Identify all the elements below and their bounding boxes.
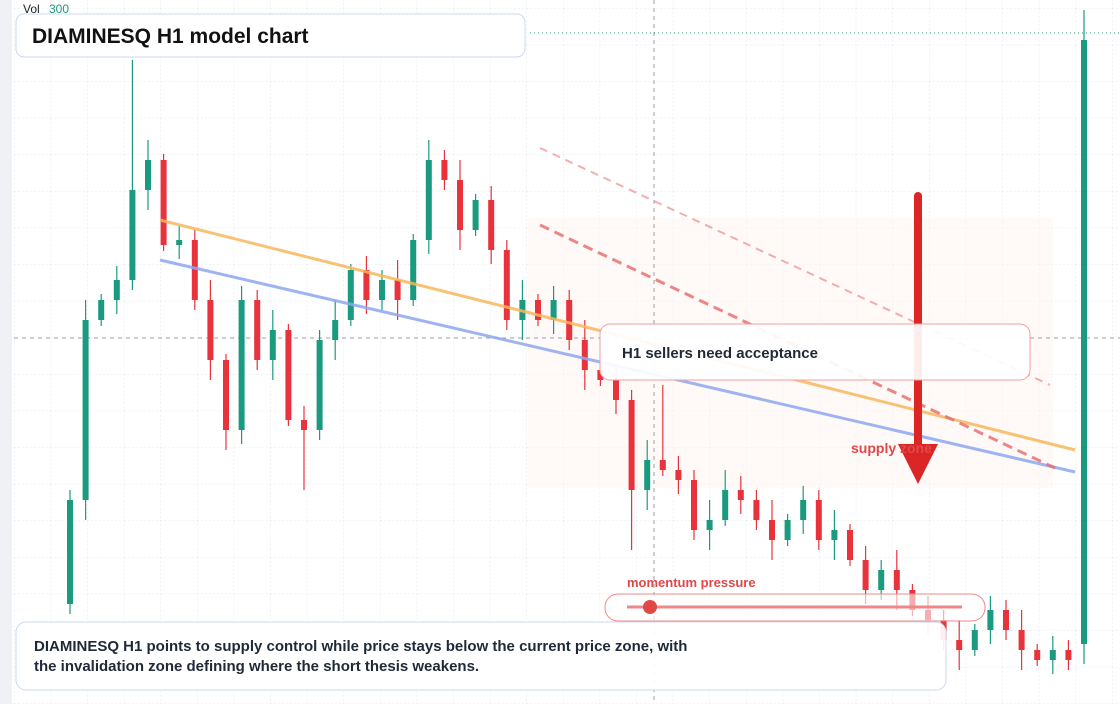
candle-body	[379, 280, 385, 300]
annotation-box	[599, 323, 1031, 381]
candle-body	[971, 630, 978, 650]
candle-body	[800, 500, 807, 520]
candle-body	[659, 460, 666, 470]
candle-body	[1081, 40, 1087, 644]
candle-body	[784, 520, 791, 540]
candle-body	[410, 240, 417, 300]
candle-body	[1049, 650, 1056, 660]
candle-body	[363, 270, 370, 300]
candle-body	[176, 240, 183, 245]
volume-value: 300	[49, 2, 69, 16]
candle-body	[457, 180, 463, 230]
candle-body	[581, 340, 588, 370]
volume-label: Vol	[23, 2, 40, 16]
candle-body	[644, 460, 651, 490]
candle-body	[862, 560, 869, 590]
candle-body	[129, 190, 136, 280]
arrow-head	[898, 444, 938, 484]
candle-body	[613, 380, 619, 400]
candle-body	[737, 490, 744, 500]
candle-body	[1065, 650, 1072, 660]
candle-body	[503, 250, 510, 320]
candle-body	[472, 200, 479, 230]
summary-wrap: DIAMINESQ H1 points to supply control wh…	[34, 638, 688, 675]
summary-box	[15, 621, 947, 691]
candle-body	[1034, 650, 1041, 660]
candle-body	[238, 300, 245, 430]
candle-body	[1003, 610, 1009, 630]
candle-body	[441, 160, 448, 180]
candle-body	[535, 300, 541, 320]
candle-body	[628, 400, 635, 490]
left-edge	[0, 0, 12, 704]
annotation: H1 sellers need acceptance	[622, 345, 818, 362]
candle-body	[347, 270, 354, 320]
candle-body	[831, 530, 838, 540]
candle-body	[113, 280, 120, 300]
candle-body	[815, 500, 822, 540]
chart-title: DIAMINESQ H1 model chart	[32, 25, 309, 48]
candle-body	[82, 320, 89, 500]
candle-body	[878, 570, 885, 590]
momentum-label: momentum pressure	[627, 575, 756, 590]
candle-body	[160, 160, 167, 245]
candle-body	[675, 470, 682, 480]
candle-body	[394, 280, 401, 300]
candle-body	[301, 420, 307, 430]
candle-body	[597, 370, 604, 380]
momentum-knob	[643, 600, 657, 614]
candle-body	[1018, 630, 1025, 650]
candle-body	[893, 570, 900, 590]
candle-body	[332, 320, 339, 340]
candle-body	[722, 490, 729, 520]
candle-body	[488, 200, 495, 250]
candle-body	[566, 300, 573, 340]
candle-body	[316, 340, 323, 430]
candle-body	[769, 520, 775, 540]
candle-body	[691, 480, 697, 530]
zone-label: supply zone	[851, 440, 932, 456]
candle-body	[191, 240, 198, 300]
candle-body	[285, 330, 292, 420]
candle-body	[98, 300, 105, 320]
candle-body	[753, 500, 760, 520]
candle-body	[67, 500, 73, 604]
candle-body	[223, 360, 229, 430]
summary: DIAMINESQ H1 points to supply control wh…	[34, 638, 688, 675]
candle-body	[269, 330, 276, 360]
candle-body	[207, 300, 214, 360]
candle-body	[425, 160, 432, 240]
candle-body	[987, 610, 994, 630]
candle-body	[254, 300, 261, 360]
title-box	[15, 13, 526, 58]
candle-body	[847, 530, 853, 560]
candle-body	[550, 300, 557, 320]
candle-body	[145, 160, 151, 190]
candle-body	[956, 640, 963, 650]
candle-body	[706, 520, 713, 530]
